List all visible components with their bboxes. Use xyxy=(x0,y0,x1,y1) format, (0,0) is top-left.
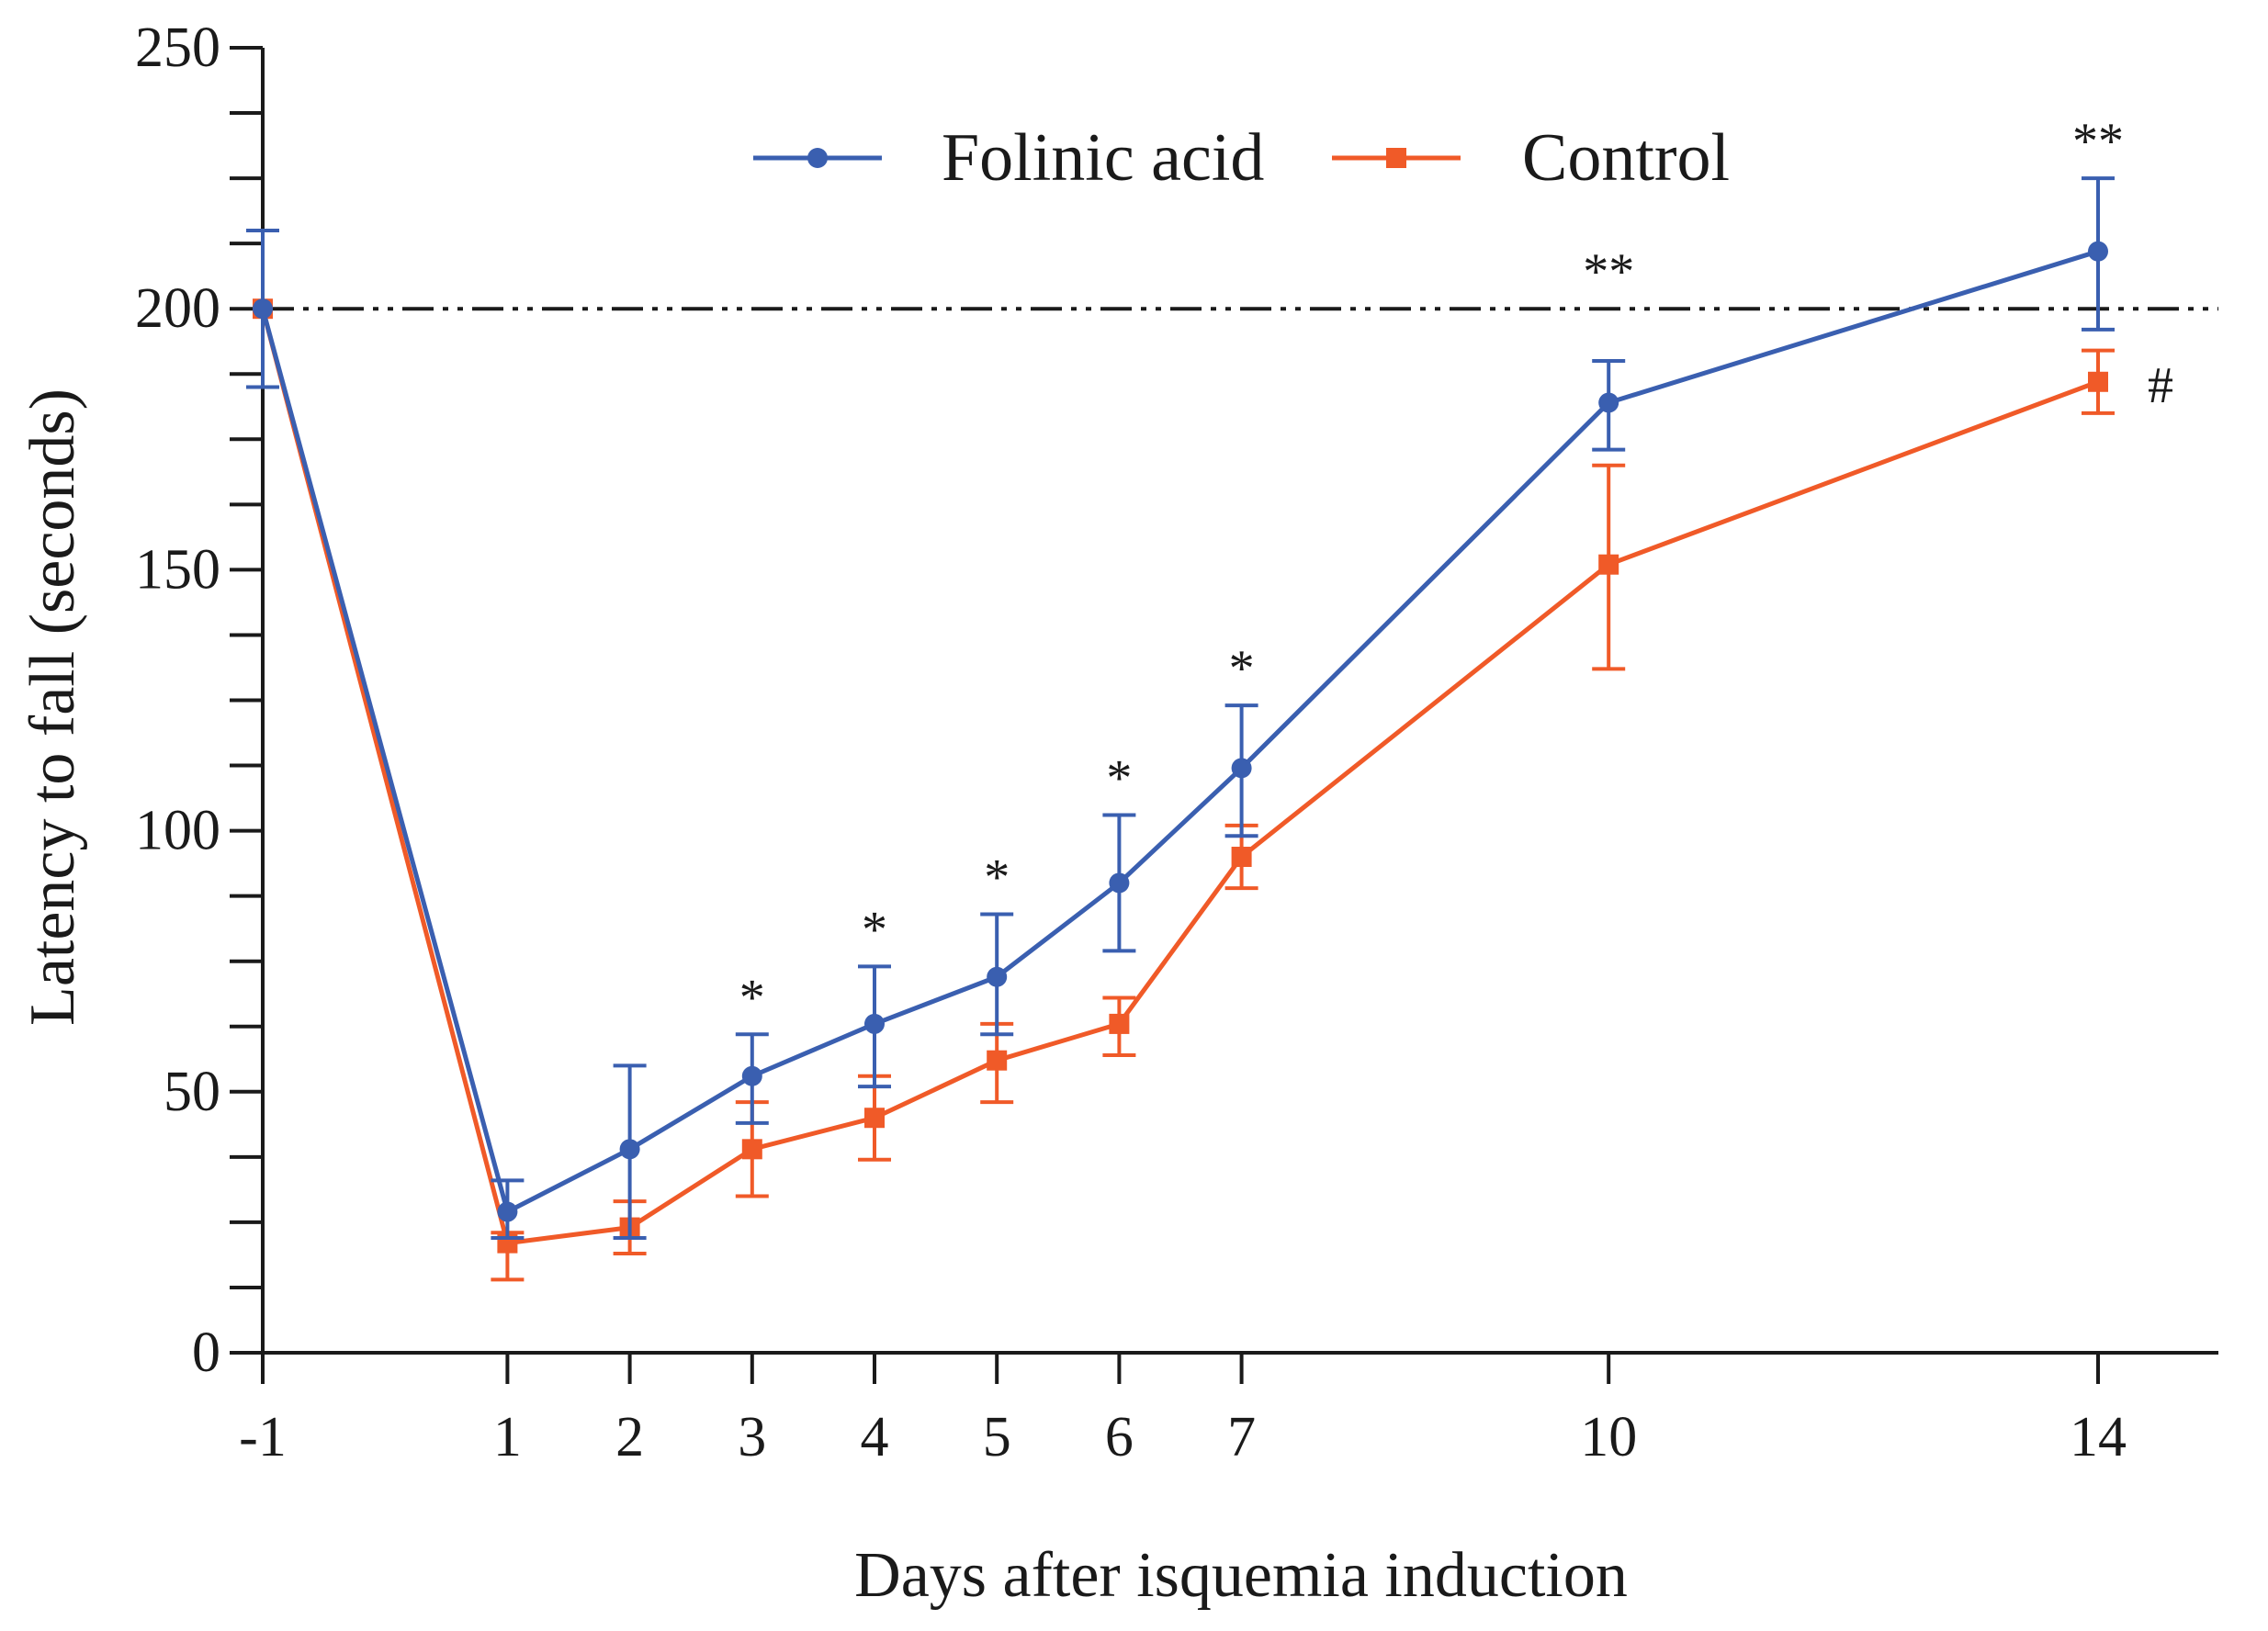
significance-marker: * xyxy=(862,901,887,958)
data-point xyxy=(2088,371,2108,392)
y-tick-label: 50 xyxy=(164,1061,220,1123)
x-tick-label: 7 xyxy=(1227,1406,1256,1468)
significance-marker: * xyxy=(984,849,1010,906)
series-line xyxy=(260,308,2099,1246)
data-point xyxy=(987,1050,1008,1071)
x-axis-title: Days after isquemia induction xyxy=(854,1540,1628,1611)
data-point xyxy=(253,298,273,320)
legend: Folinic acid Control xyxy=(753,120,1730,196)
data-point xyxy=(741,1139,762,1160)
series-line xyxy=(260,249,2099,1215)
data-point xyxy=(1598,554,1619,575)
data-point xyxy=(497,1201,518,1222)
data-point xyxy=(864,1013,885,1034)
x-tick-label: 4 xyxy=(861,1406,889,1468)
x-tick-label: 2 xyxy=(615,1406,644,1468)
significance-marker: ** xyxy=(1583,243,1634,300)
legend-marker xyxy=(1386,148,1406,168)
data-point xyxy=(1109,1013,1130,1034)
legend-item: Folinic acid xyxy=(753,120,1264,196)
y-tick-label: 0 xyxy=(192,1322,220,1384)
significance-marker: ** xyxy=(2072,113,2124,170)
legend-item: Control xyxy=(1332,120,1730,196)
y-axis-title: Latency to fall (seconds) xyxy=(17,388,88,1026)
data-point xyxy=(1231,847,1252,868)
y-tick-label: 250 xyxy=(135,17,220,79)
legend-marker xyxy=(807,148,828,168)
data-point xyxy=(864,1108,885,1129)
legend-label: Folinic acid xyxy=(942,120,1264,196)
annotations: *********# xyxy=(739,113,2173,1026)
hash-annotation: # xyxy=(2148,357,2173,414)
x-tick-label: 14 xyxy=(2070,1406,2127,1468)
data-point xyxy=(1109,872,1130,894)
data-point xyxy=(1231,758,1252,779)
x-tick-label: 10 xyxy=(1580,1406,1637,1468)
data-point xyxy=(987,966,1008,987)
series-folinic-acid xyxy=(246,176,2115,1240)
x-tick-label: 6 xyxy=(1105,1406,1134,1468)
y-tick-label: 100 xyxy=(135,800,220,862)
significance-marker: * xyxy=(1229,640,1255,697)
x-tick-label: -1 xyxy=(239,1406,287,1468)
significance-marker: * xyxy=(1106,750,1132,807)
y-tick-label: 150 xyxy=(135,538,220,601)
significance-marker: * xyxy=(739,969,765,1026)
x-tick-label: 1 xyxy=(493,1406,522,1468)
data-point xyxy=(2088,241,2108,262)
data-point xyxy=(741,1065,762,1086)
data-point xyxy=(619,1139,640,1160)
legend-label: Control xyxy=(1522,120,1730,196)
series-group xyxy=(246,176,2115,1282)
x-tick-label: 5 xyxy=(983,1406,1011,1468)
data-point xyxy=(1598,392,1619,413)
y-tick-label: 200 xyxy=(135,277,220,340)
axes: 0 50 100 150 200 250 -1 1 2 3 4 5 6 7 10 14 xyxy=(135,17,2218,1468)
series-control xyxy=(253,298,2115,1282)
x-tick-label: 3 xyxy=(738,1406,766,1468)
